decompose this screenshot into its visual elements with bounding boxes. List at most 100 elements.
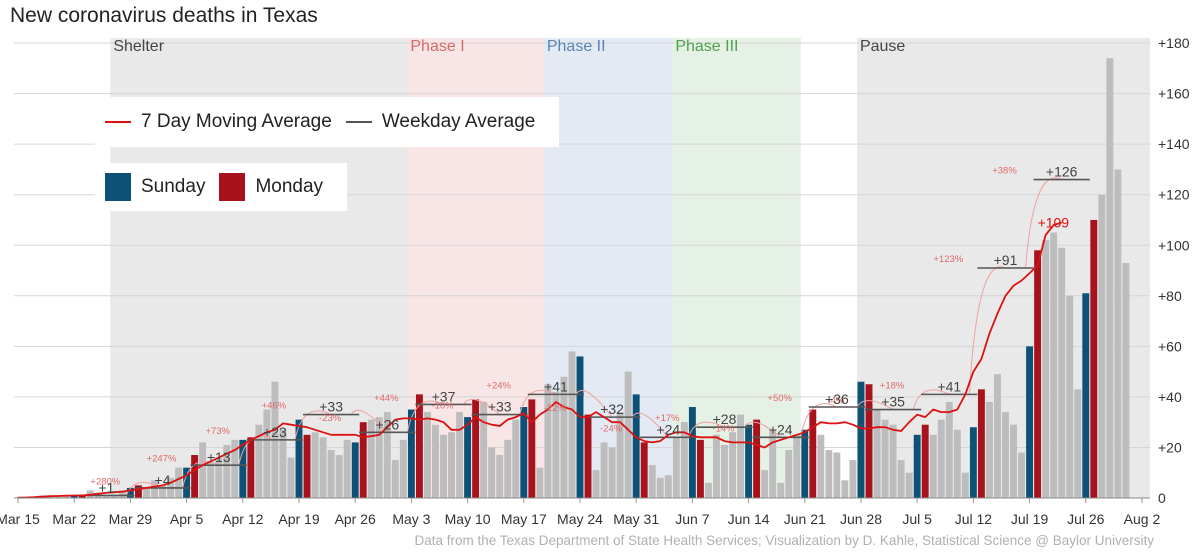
x-tick-label: Jun 7	[675, 511, 709, 527]
x-tick-label: Apr 12	[222, 511, 263, 527]
y-tick-label: +140	[1158, 136, 1190, 152]
x-tick-label: Jun 14	[728, 511, 770, 527]
bar	[215, 457, 223, 498]
bar	[737, 414, 745, 498]
weekday-average-label: +91	[994, 252, 1018, 268]
pct-arc	[1025, 177, 1062, 269]
pct-arc	[631, 412, 669, 438]
bar	[624, 371, 632, 498]
moving-average-line	[17, 221, 1062, 499]
weekday-average-label: +37	[432, 388, 456, 404]
bar	[367, 419, 375, 498]
bar	[769, 429, 777, 498]
bar	[255, 424, 263, 498]
bar	[175, 467, 183, 498]
bar	[207, 462, 215, 498]
moving-average-line	[17, 221, 1062, 499]
weekday-average-label: +26	[375, 416, 399, 432]
bar	[785, 449, 793, 498]
weekday-average-label: +32	[600, 401, 624, 417]
bar-sunday	[576, 356, 584, 498]
y-tick-label: +120	[1158, 187, 1190, 203]
bar-monday	[415, 394, 423, 498]
pct-label: +247%	[147, 454, 177, 465]
legend-swatch-monday	[219, 173, 246, 201]
phase-label-3: Phase III	[675, 38, 738, 55]
pct-label: +46%	[262, 401, 287, 412]
bar	[456, 412, 464, 498]
bar	[825, 449, 833, 498]
pct-arc	[519, 389, 557, 415]
bar-monday	[921, 424, 929, 498]
bar-sunday	[801, 429, 809, 498]
bar-monday	[584, 414, 592, 498]
bar	[945, 401, 953, 498]
pct-label: +50%	[767, 393, 792, 404]
bar	[279, 429, 287, 498]
x-tick-label: Mar 22	[52, 511, 96, 527]
chart-title: New coronavirus deaths in Texas	[10, 4, 318, 27]
bar	[512, 419, 520, 498]
weekday-average-label: +41	[544, 378, 568, 394]
bar	[199, 442, 207, 498]
bar	[1074, 389, 1082, 498]
bar	[704, 482, 712, 498]
bar	[102, 495, 110, 498]
bar	[488, 447, 496, 498]
y-tick-label: +80	[1158, 288, 1182, 304]
pct-label: +17%	[655, 413, 680, 424]
bar	[833, 452, 841, 498]
bar	[151, 480, 158, 498]
legend-swatch-moving-average	[105, 121, 131, 123]
bar-sunday	[913, 434, 921, 498]
bar	[391, 460, 399, 498]
bar	[608, 447, 616, 498]
bar-monday	[865, 384, 873, 498]
bar	[327, 449, 335, 498]
bar	[440, 434, 447, 498]
y-tick-label: +40	[1158, 389, 1182, 405]
pct-label: +44%	[374, 393, 399, 404]
bar	[432, 424, 439, 498]
bar	[1098, 194, 1106, 498]
bar	[841, 480, 849, 498]
pct-arc	[687, 421, 725, 438]
bar-monday	[303, 434, 311, 498]
pct-label: -23%	[319, 413, 342, 424]
pct-label: +24%	[486, 380, 511, 391]
bar-sunday	[520, 407, 528, 498]
legend-lines: 7 Day Moving Average Weekday Average	[95, 97, 560, 147]
pct-label: -22%	[544, 403, 567, 414]
bar	[729, 432, 736, 498]
bar	[552, 391, 560, 498]
bar	[961, 472, 969, 498]
x-tick-label: Jul 12	[955, 511, 993, 527]
x-tick-label: Jul 19	[1011, 511, 1049, 527]
bar-monday	[809, 409, 817, 498]
phase-label-4: Pause	[860, 38, 905, 55]
bar	[1010, 424, 1017, 498]
bar-monday	[78, 495, 86, 498]
weekday-average-label: +24	[769, 421, 793, 437]
x-tick-label: May 10	[445, 511, 491, 527]
bar	[721, 444, 728, 498]
pct-arc	[350, 409, 388, 433]
legend-swatch-weekday-average	[345, 121, 372, 123]
bar	[1114, 169, 1122, 498]
weekday-average-label: +126	[1046, 164, 1078, 180]
bar	[713, 434, 720, 498]
bar	[777, 482, 785, 498]
bar	[648, 465, 656, 498]
bar-monday	[191, 455, 199, 498]
bar	[616, 412, 624, 498]
moving-average-end-label: +109	[1038, 215, 1070, 231]
bar	[383, 412, 391, 498]
pct-arc	[744, 421, 782, 438]
pct-label: -24%	[600, 423, 623, 434]
bar	[560, 376, 568, 498]
bar-monday	[977, 389, 985, 498]
bar-monday	[640, 442, 648, 498]
bar	[159, 485, 166, 498]
x-tick-label: Mar 15	[0, 511, 40, 527]
pct-label: +73%	[205, 426, 230, 437]
